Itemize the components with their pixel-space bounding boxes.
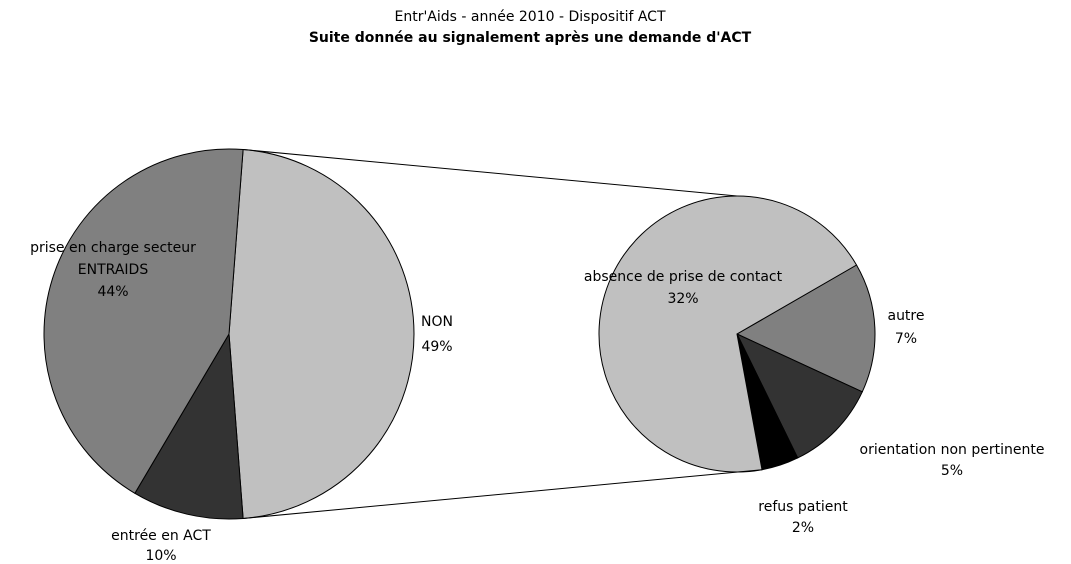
slice-value-label: 7% xyxy=(895,331,917,347)
pie-slice xyxy=(735,332,863,459)
pie-slice xyxy=(134,332,244,520)
slice-label: absence de prise de contact xyxy=(584,269,783,285)
pie-slice xyxy=(735,264,876,393)
chart-subtitle: Suite donnée au signalement après une de… xyxy=(309,30,752,46)
pie-slice xyxy=(43,148,244,494)
slice-label: entrée en ACT xyxy=(111,528,211,544)
slice-label: orientation non pertinente xyxy=(860,442,1045,458)
slice-value-label: 44% xyxy=(97,284,128,300)
pie-slice xyxy=(598,195,858,473)
slice-value-label: 32% xyxy=(667,291,698,307)
pie-slice xyxy=(228,149,415,519)
slice-label: autre xyxy=(887,308,924,324)
slice-label: NON xyxy=(421,314,453,330)
connector-line xyxy=(243,149,738,197)
slice-value-label: 49% xyxy=(421,339,452,355)
slice-label: prise en charge secteur ENTRAIDS xyxy=(30,240,196,278)
slice-value-label: 10% xyxy=(145,548,176,564)
slice-value-label: 2% xyxy=(792,520,814,536)
slice-label: refus patient xyxy=(758,499,848,515)
chart-title: Entr'Aids - année 2010 - Dispositif ACT xyxy=(394,9,665,25)
connector-line xyxy=(243,469,763,519)
slice-value-label: 5% xyxy=(941,463,963,479)
